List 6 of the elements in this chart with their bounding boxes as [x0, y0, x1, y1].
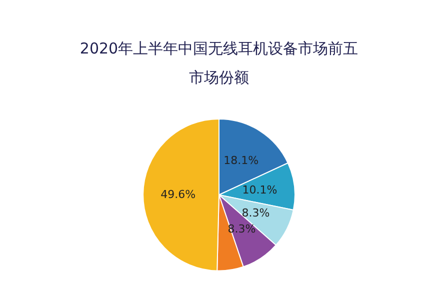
data-label: 18.1% — [224, 154, 259, 167]
data-label: 10.1% — [242, 184, 278, 197]
data-label: 8.3% — [242, 206, 270, 220]
chart-subtitle: 市场份额 — [189, 68, 249, 86]
chart-title: 2020年上半年中国无线耳机设备市场前五 — [80, 40, 358, 58]
data-label: 49.6% — [160, 188, 196, 201]
